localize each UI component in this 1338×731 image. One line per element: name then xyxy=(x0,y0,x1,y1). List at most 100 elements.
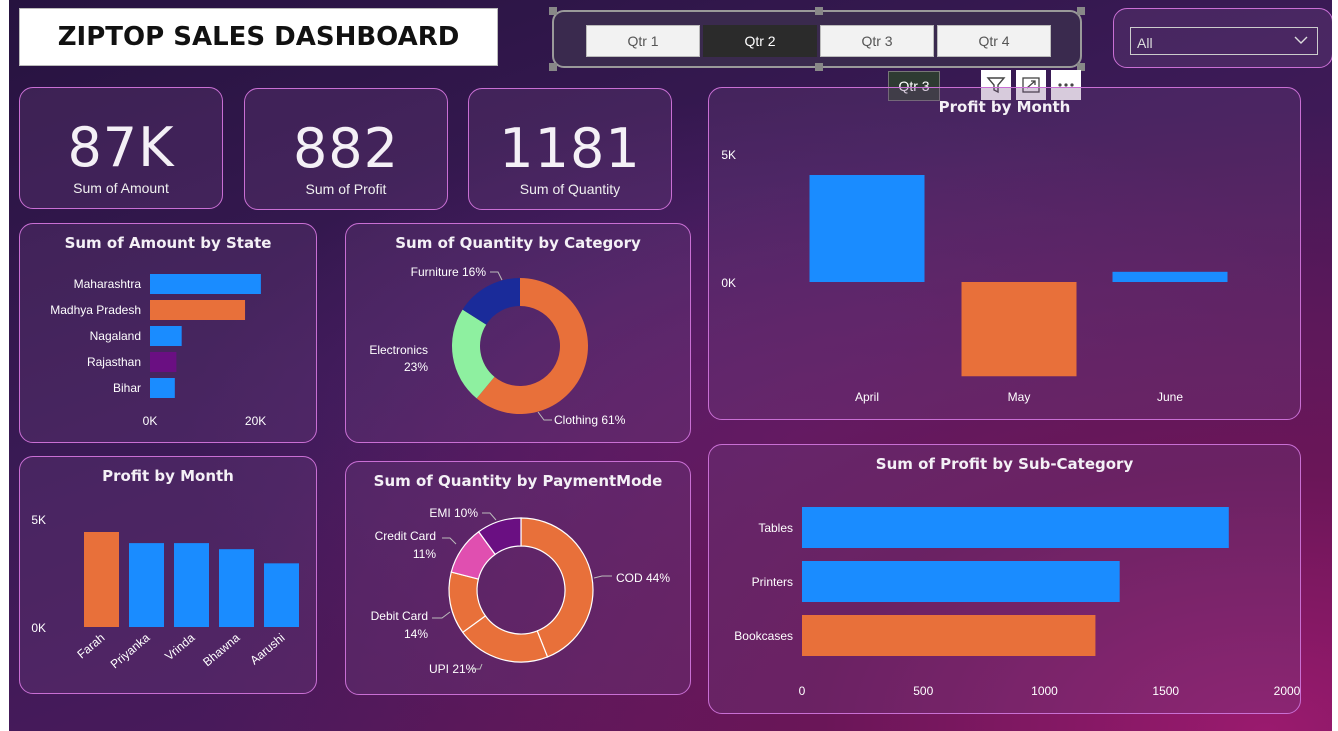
bar xyxy=(1112,271,1228,282)
bar xyxy=(802,507,1229,548)
chart-title: Sum of Amount by State xyxy=(64,234,272,252)
data-label: 23% xyxy=(404,360,428,374)
tick-label: 5K xyxy=(721,148,736,162)
bar xyxy=(150,300,246,320)
tick-label: 1500 xyxy=(1152,684,1179,698)
data-label: EMI 10% xyxy=(429,506,478,520)
bar xyxy=(802,615,1096,656)
bar xyxy=(961,282,1077,377)
slicer-tooltip: Qtr 3 xyxy=(888,71,940,101)
tick-label: 0K xyxy=(31,621,46,635)
kpi-label: Sum of Quantity xyxy=(519,181,621,197)
leader-line xyxy=(593,575,612,579)
dashboard-canvas: ZIPTOP SALES DASHBOARD Qtr 1 Qtr 2 Qtr 3… xyxy=(9,0,1332,731)
kpi-label: Sum of Profit xyxy=(305,181,387,197)
category-label: Tables xyxy=(758,521,793,535)
slicer-qtr3-button[interactable]: Qtr 3 xyxy=(820,25,934,57)
kpi-value: 1181 xyxy=(499,117,641,180)
bar xyxy=(174,543,209,627)
chart-title: Sum of Quantity by PaymentMode xyxy=(373,472,663,490)
bar xyxy=(150,326,182,346)
resize-handle[interactable] xyxy=(1077,63,1085,71)
bar xyxy=(809,175,925,282)
category-label: Vrinda xyxy=(162,630,197,663)
resize-handle[interactable] xyxy=(815,63,823,71)
slicer-qtr1-button[interactable]: Qtr 1 xyxy=(586,25,700,57)
tick-label: 20K xyxy=(245,414,266,428)
leader-line xyxy=(490,271,503,281)
resize-handle[interactable] xyxy=(1077,7,1085,15)
slicer-qtr4-button[interactable]: Qtr 4 xyxy=(937,25,1051,57)
resize-handle[interactable] xyxy=(549,7,557,15)
bar xyxy=(129,543,164,627)
category-label: Bhawna xyxy=(200,630,242,669)
profit-by-person-card: Profit by Month 5K 0K Farah Priyanka Vrinda B… xyxy=(19,456,317,694)
bar xyxy=(264,563,299,627)
data-label: 14% xyxy=(404,627,428,641)
data-label: Electronics xyxy=(369,343,428,357)
tick-label: 1000 xyxy=(1031,684,1058,698)
category-label: Rajasthan xyxy=(87,355,141,369)
profit-by-subcategory-card: Sum of Profit by Sub-Category Tables Prin… xyxy=(708,444,1301,714)
tick-label: 500 xyxy=(913,684,933,698)
bar xyxy=(219,549,254,627)
filter-dropdown-card: All xyxy=(1113,8,1332,68)
profit-by-month-chart: 5K 0K April May June xyxy=(721,148,1228,404)
tick-label: 0K xyxy=(721,276,736,290)
bar xyxy=(150,378,175,398)
bar xyxy=(150,274,261,294)
donut-slice xyxy=(520,517,594,658)
more-options-icon[interactable] xyxy=(1051,70,1081,100)
data-label: COD 44% xyxy=(616,571,670,585)
profit-by-person-chart: 5K 0K Farah Priyanka Vrinda Bhawna Aarushi xyxy=(31,513,299,671)
quarter-slicer[interactable]: Qtr 1 Qtr 2 Qtr 3 Qtr 4 xyxy=(549,7,1085,71)
profit-by-subcategory-chart: Tables Printers Bookcases 0 500 1000 1500 2000 xyxy=(734,507,1301,698)
kpi-card-amount: 87K Sum of Amount xyxy=(19,87,223,209)
filter-icon[interactable] xyxy=(981,70,1011,100)
data-label: UPI 21% xyxy=(429,662,477,676)
donut-slice xyxy=(476,278,588,414)
category-label: Printers xyxy=(752,575,793,589)
profit-by-month-card: Profit by Month 5K 0K April May June xyxy=(708,87,1301,420)
data-label: Furniture 16% xyxy=(411,265,487,279)
amount-by-state-card: Sum of Amount by State Maharashtra Madhya… xyxy=(19,223,317,443)
data-label: Clothing 61% xyxy=(554,413,626,427)
bar xyxy=(84,532,119,627)
category-label: Madhya Pradesh xyxy=(50,303,141,317)
leader-line xyxy=(537,411,552,421)
tick-label: 5K xyxy=(31,513,46,527)
kpi-card-quantity: 1181 Sum of Quantity xyxy=(468,88,672,210)
category-label: Bookcases xyxy=(734,629,793,643)
resize-handle[interactable] xyxy=(815,7,823,15)
tick-label: 2000 xyxy=(1274,684,1301,698)
chart-title: Profit by Month xyxy=(938,98,1071,116)
kpi-value: 87K xyxy=(67,116,175,179)
tick-label: 0 xyxy=(799,684,806,698)
kpi-value: 882 xyxy=(292,117,400,180)
amount-by-state-chart: Maharashtra Madhya Pradesh Nagaland Rajasth… xyxy=(50,274,266,428)
category-label: Nagaland xyxy=(90,329,141,343)
dropdown-value: All xyxy=(1137,35,1153,51)
resize-handle[interactable] xyxy=(549,63,557,71)
filter-dropdown[interactable]: All xyxy=(1130,27,1318,55)
category-label: Farah xyxy=(74,631,107,662)
leader-line xyxy=(442,537,457,545)
slicer-qtr2-button[interactable]: Qtr 2 xyxy=(703,25,817,57)
data-label: Credit Card xyxy=(375,529,436,543)
category-label: Priyanka xyxy=(108,630,153,671)
donut-slice xyxy=(462,278,520,325)
category-label: Aarushi xyxy=(247,631,287,668)
quantity-by-payment-card: Sum of Quantity by PaymentMode COD 44% UP… xyxy=(345,461,691,695)
quantity-by-payment-chart: COD 44% UPI 21% Debit Card 14% Credit Card 11… xyxy=(371,506,671,676)
focus-mode-icon[interactable] xyxy=(1016,70,1046,100)
bar xyxy=(802,561,1120,602)
tick-label: 0K xyxy=(143,414,158,428)
category-label: May xyxy=(1008,390,1031,404)
chevron-down-icon xyxy=(1293,32,1309,51)
data-label: 11% xyxy=(413,547,436,561)
category-label: Bihar xyxy=(113,381,141,395)
leader-line xyxy=(432,611,451,619)
chart-title: Sum of Profit by Sub-Category xyxy=(875,455,1134,473)
leader-line xyxy=(482,512,497,521)
bar xyxy=(150,352,177,372)
